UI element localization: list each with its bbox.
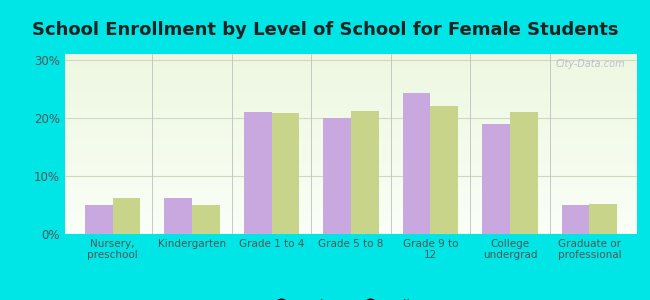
Bar — [272, 113, 300, 234]
Bar — [244, 112, 272, 234]
Bar — [510, 112, 538, 234]
Bar — [402, 94, 430, 234]
Bar — [590, 204, 617, 234]
Text: School Enrollment by Level of School for Female Students: School Enrollment by Level of School for… — [32, 21, 618, 39]
Text: City-Data.com: City-Data.com — [556, 59, 625, 69]
Bar — [192, 205, 220, 234]
Bar — [164, 198, 192, 234]
Bar — [430, 106, 458, 234]
Bar — [85, 205, 112, 234]
Bar — [112, 198, 140, 234]
Legend: Medora, Indiana: Medora, Indiana — [263, 294, 439, 300]
Bar — [562, 205, 590, 234]
Bar — [351, 111, 379, 234]
Bar — [482, 124, 510, 234]
Bar — [323, 118, 351, 234]
